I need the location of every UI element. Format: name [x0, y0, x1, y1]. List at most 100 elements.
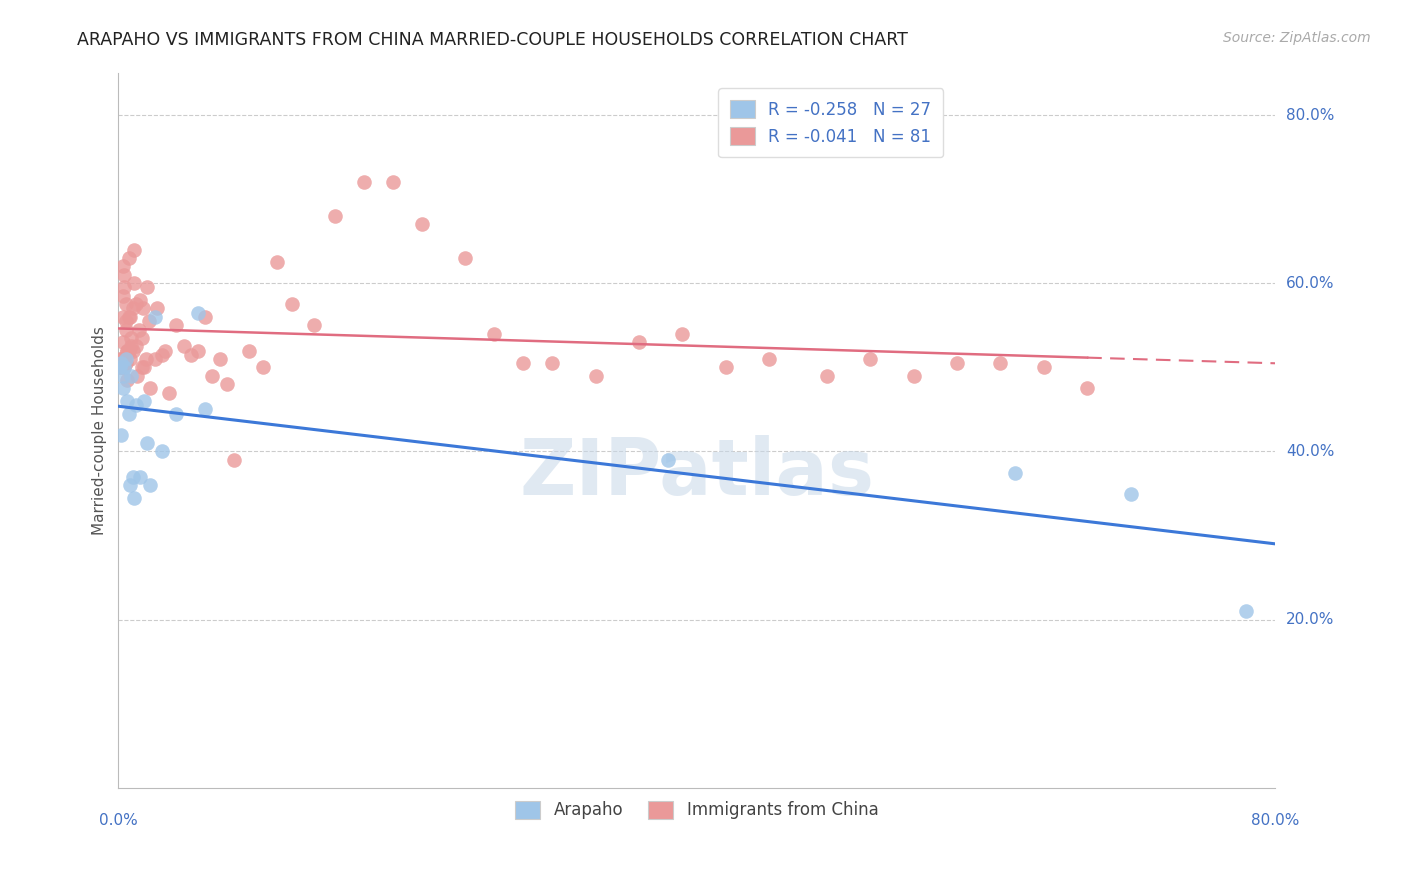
Point — [541, 356, 564, 370]
Point — [224, 453, 246, 467]
Point — [131, 360, 153, 375]
Point — [454, 251, 477, 265]
Point — [112, 268, 135, 282]
Point — [115, 394, 138, 409]
Point — [758, 351, 780, 366]
Point — [112, 360, 135, 375]
Text: 40.0%: 40.0% — [1286, 444, 1334, 459]
Y-axis label: Married-couple Households: Married-couple Households — [93, 326, 107, 535]
Point — [134, 394, 156, 409]
Text: 0.0%: 0.0% — [98, 813, 138, 828]
Point — [180, 348, 202, 362]
Point — [111, 310, 134, 324]
Point — [657, 453, 679, 467]
Point — [815, 368, 838, 383]
Point — [114, 322, 136, 336]
Point — [946, 356, 969, 370]
Point — [110, 356, 132, 370]
Point — [122, 343, 145, 358]
Point — [114, 356, 136, 370]
Point — [143, 310, 166, 324]
Text: ZIPatlas: ZIPatlas — [519, 435, 875, 511]
Text: Source: ZipAtlas.com: Source: ZipAtlas.com — [1223, 31, 1371, 45]
Point — [138, 314, 160, 328]
Text: 80.0%: 80.0% — [1251, 813, 1299, 828]
Point — [146, 301, 169, 316]
Point — [135, 351, 157, 366]
Point — [124, 243, 146, 257]
Point — [150, 348, 173, 362]
Point — [302, 318, 325, 333]
Point — [114, 297, 136, 311]
Point — [125, 398, 148, 412]
Point — [134, 360, 156, 375]
Point — [120, 331, 142, 345]
Point — [115, 343, 138, 358]
Point — [173, 339, 195, 353]
Point — [208, 351, 231, 366]
Text: 20.0%: 20.0% — [1286, 612, 1334, 627]
Point — [124, 491, 146, 505]
Point — [165, 318, 187, 333]
Point — [110, 360, 132, 375]
Point — [118, 478, 141, 492]
Point — [117, 251, 139, 265]
Legend: Arapaho, Immigrants from China: Arapaho, Immigrants from China — [509, 794, 884, 826]
Point — [114, 314, 136, 328]
Point — [129, 469, 152, 483]
Point — [114, 351, 136, 366]
Point — [238, 343, 260, 358]
Point — [125, 297, 148, 311]
Point — [112, 360, 135, 375]
Point — [111, 368, 134, 383]
Point — [353, 175, 375, 189]
Point — [118, 351, 141, 366]
Point — [714, 360, 737, 375]
Point — [323, 209, 346, 223]
Point — [129, 293, 152, 307]
Point — [194, 402, 217, 417]
Point — [117, 310, 139, 324]
Point — [115, 373, 138, 387]
Point — [111, 381, 134, 395]
Point — [627, 335, 650, 350]
Point — [139, 381, 162, 395]
Point — [143, 351, 166, 366]
Point — [266, 255, 288, 269]
Point — [1004, 466, 1026, 480]
Point — [108, 360, 131, 375]
Point — [118, 310, 141, 324]
Point — [136, 280, 159, 294]
Point — [153, 343, 176, 358]
Point — [136, 436, 159, 450]
Point — [194, 310, 217, 324]
Point — [117, 407, 139, 421]
Point — [111, 335, 134, 350]
Point — [108, 360, 131, 375]
Point — [112, 280, 135, 294]
Point — [201, 368, 224, 383]
Point — [859, 351, 882, 366]
Point — [120, 339, 142, 353]
Point — [124, 277, 146, 291]
Point — [903, 368, 925, 383]
Text: 60.0%: 60.0% — [1286, 276, 1334, 291]
Text: ARAPAHO VS IMMIGRANTS FROM CHINA MARRIED-COUPLE HOUSEHOLDS CORRELATION CHART: ARAPAHO VS IMMIGRANTS FROM CHINA MARRIED… — [77, 31, 908, 49]
Point — [1032, 360, 1054, 375]
Point — [110, 427, 132, 442]
Point — [671, 326, 693, 341]
Point — [281, 297, 304, 311]
Point — [128, 322, 150, 336]
Point — [484, 326, 506, 341]
Point — [132, 301, 155, 316]
Point — [120, 368, 142, 383]
Point — [1076, 381, 1098, 395]
Point — [122, 469, 145, 483]
Point — [585, 368, 607, 383]
Point — [187, 306, 209, 320]
Point — [127, 368, 149, 383]
Point — [1119, 486, 1142, 500]
Point — [125, 339, 148, 353]
Point — [108, 351, 131, 366]
Point — [139, 478, 162, 492]
